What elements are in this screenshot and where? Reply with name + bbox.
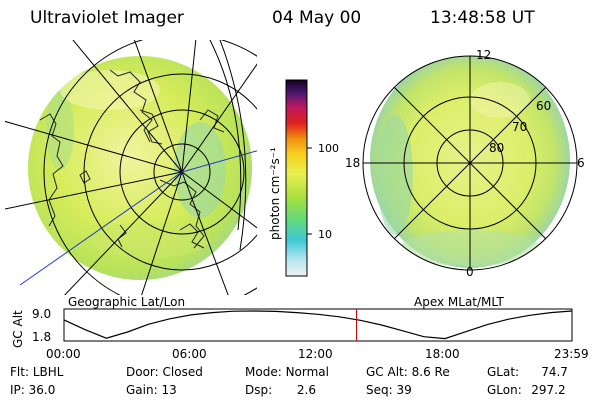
gcalt-value: 8.6 Re bbox=[411, 365, 450, 379]
glon-label: GLon: bbox=[487, 383, 522, 397]
gain-label: Gain: bbox=[126, 383, 158, 397]
glon-field: GLon: 297.2 bbox=[487, 384, 566, 396]
ip-label: IP: bbox=[10, 383, 25, 397]
mlt-label-6: 6 bbox=[577, 156, 585, 170]
gcalt-field: GC Alt: 8.6 Re bbox=[366, 366, 450, 378]
ip-field: IP: 36.0 bbox=[10, 384, 55, 396]
gain-value: 13 bbox=[161, 383, 177, 397]
flt-label: Flt: bbox=[10, 365, 29, 379]
door-field: Door: Closed bbox=[126, 366, 203, 378]
mlt-label-12: 12 bbox=[476, 48, 491, 62]
glat-label: GLat: bbox=[487, 365, 520, 379]
lat-label-70: 70 bbox=[512, 120, 527, 134]
xtick-0000: 00:00 bbox=[46, 347, 81, 361]
mode-label: Mode: bbox=[245, 365, 282, 379]
glat-field: GLat: 74.7 bbox=[487, 366, 568, 378]
flt-value: LBHL bbox=[32, 365, 64, 379]
mlt-label-18: 18 bbox=[345, 156, 360, 170]
instrument-title: Ultraviolet Imager bbox=[30, 8, 184, 28]
seq-field: Seq: 39 bbox=[366, 384, 412, 396]
door-value: Closed bbox=[162, 365, 203, 379]
flt-field: Flt: LBHL bbox=[10, 366, 63, 378]
seq-value: 39 bbox=[396, 383, 412, 397]
lat-label-80: 80 bbox=[489, 141, 504, 155]
altitude-ylabel: GC Alt bbox=[11, 310, 25, 348]
xtick-1200: 12:00 bbox=[298, 347, 333, 361]
glat-value: 74.7 bbox=[541, 365, 568, 379]
xtick-0600: 06:00 bbox=[172, 347, 207, 361]
lat-label-60: 60 bbox=[536, 99, 551, 113]
dsp-value: 2.6 bbox=[296, 383, 316, 397]
altitude-ytick-max: 9.0 bbox=[32, 307, 51, 321]
colorbar-tick-100: 100 bbox=[318, 142, 339, 155]
door-label: Door: bbox=[126, 365, 159, 379]
xtick-2359: 23:59 bbox=[554, 347, 589, 361]
gain-field: Gain: 13 bbox=[126, 384, 177, 396]
colorbar-tick-10: 10 bbox=[318, 228, 332, 241]
glon-value: 297.2 bbox=[531, 383, 566, 397]
mlt-label-0: 0 bbox=[466, 265, 474, 279]
mode-field: Mode: Normal bbox=[245, 366, 329, 378]
time-label: 13:48:58 UT bbox=[430, 8, 535, 28]
gcalt-label: GC Alt: bbox=[366, 365, 408, 379]
altitude-ytick-min: 1.8 bbox=[32, 330, 51, 344]
altitude-series-line bbox=[63, 310, 572, 340]
altitude-plot-frame bbox=[63, 308, 573, 342]
dsp-field: Dsp: 2.6 bbox=[245, 384, 316, 396]
ip-value: 36.0 bbox=[28, 383, 56, 397]
colorbar-unit-label: photon cm⁻²s⁻¹ bbox=[268, 147, 282, 240]
mode-value: Normal bbox=[285, 365, 329, 379]
dsp-label: Dsp: bbox=[245, 383, 273, 397]
xtick-1800: 18:00 bbox=[425, 347, 460, 361]
date-label: 04 May 00 bbox=[272, 8, 362, 28]
seq-label: Seq: bbox=[366, 383, 393, 397]
apex-caption: Apex MLat/MLT bbox=[414, 295, 504, 309]
geographic-caption: Geographic Lat/Lon bbox=[68, 295, 186, 309]
